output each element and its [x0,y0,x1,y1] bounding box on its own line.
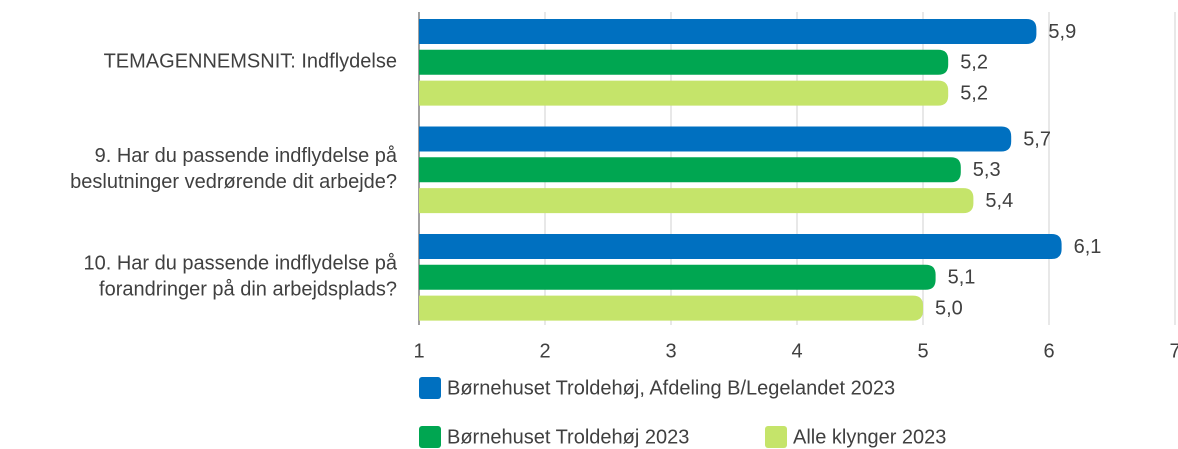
x-tick-label: 3 [665,340,676,362]
bar [419,295,923,321]
bar [419,188,974,214]
bar [419,49,949,75]
bar [419,126,1012,152]
bar [419,264,936,290]
x-tick-label: 5 [917,340,928,362]
x-tick-label: 6 [1043,340,1054,362]
data-label: 5,0 [935,297,963,319]
y-tick-label: 9. Har du passende indflydelse på beslutn… [70,145,398,193]
bar [419,19,1037,44]
x-tick-label: 1 [413,340,424,362]
legend-label: Alle klynger 2023 [793,426,946,448]
y-tick-label: 10. Har du passende indflydelse på forand… [83,253,397,301]
data-label: 5,3 [973,159,1001,181]
legend-swatch [419,426,441,448]
data-label: 5,4 [985,190,1013,212]
data-label: 5,2 [960,82,988,104]
x-tick-label: 7 [1169,340,1178,362]
y-tick-label: TEMAGENNEMSNIT: Indflydelse [104,51,397,73]
bar [419,157,961,183]
legend-label: Børnehuset Troldehøj, Afdeling B/Legelan… [447,377,895,399]
x-tick-label: 2 [539,340,550,362]
legend-label: Børnehuset Troldehøj 2023 [447,426,689,448]
legend-swatch [419,377,441,399]
x-tick-label: 4 [791,340,802,362]
bar [419,234,1062,259]
data-label: 5,7 [1023,128,1051,150]
legend-swatch [765,426,787,448]
data-label: 5,9 [1048,21,1076,43]
data-label: 6,1 [1074,236,1102,258]
data-label: 5,1 [948,267,976,289]
bar [419,80,949,106]
data-label: 5,2 [960,52,988,74]
